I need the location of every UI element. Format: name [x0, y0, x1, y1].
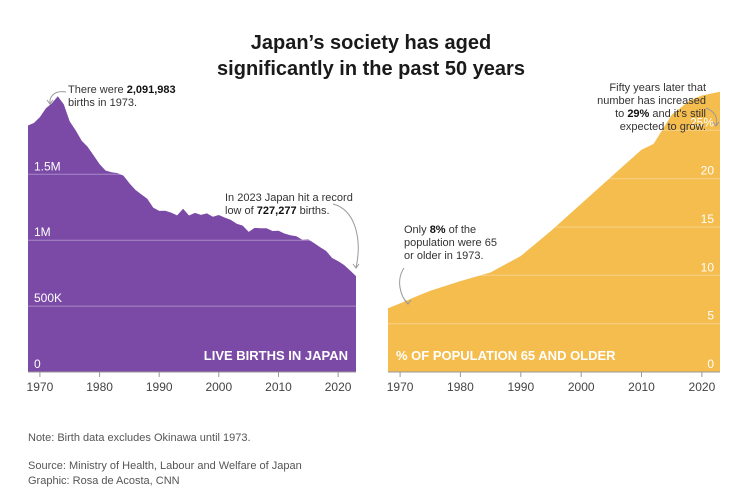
- annotation-elderly-2023: Fifty years later that number has increa…: [597, 82, 706, 134]
- births-ytick-label: 0: [34, 357, 41, 371]
- annotation-peak-text: There were: [68, 84, 127, 96]
- elderly-ytick-label: 5: [707, 309, 714, 323]
- annotation-fifty-text: Fifty years later that: [609, 82, 706, 94]
- elderly-ytick-label: 25%: [690, 115, 714, 129]
- annotation-peak-births: There were 2,091,983 births in 1973.: [68, 84, 176, 110]
- elderly-ytick-label: 10: [701, 260, 715, 274]
- annotation-elderly-2023-pointer: [705, 107, 718, 127]
- annotation-fifty-text-2: number has increased: [597, 95, 706, 107]
- annotation-only-text-2: of the: [445, 224, 477, 236]
- births-ytick-label: 500K: [34, 291, 62, 305]
- births-xtick-label: 2010: [265, 380, 292, 394]
- elderly-ytick-label: 20: [701, 164, 715, 178]
- elderly-xtick-label: 1970: [387, 380, 414, 394]
- elderly-xtick-label: 2000: [568, 380, 595, 394]
- annotation-record-low: In 2023 Japan hit a record low of 727,27…: [225, 192, 353, 218]
- births-xtick-label: 2000: [205, 380, 232, 394]
- annotation-elderly-1973: Only 8% of the population were 65 or old…: [404, 224, 497, 263]
- elderly-ytick-label: 15: [701, 212, 715, 226]
- annotation-arrowhead: [404, 299, 412, 305]
- elderly-xtick-label: 1980: [447, 380, 474, 394]
- annotation-arrowhead: [352, 263, 360, 269]
- annotation-arrowhead: [46, 99, 54, 105]
- annotation-low-text: In 2023 Japan hit a record: [225, 192, 353, 204]
- graphic-credit: Graphic: Rosa de Acosta, CNN: [28, 475, 180, 487]
- footnote: Note: Birth data excludes Okinawa until …: [28, 432, 251, 444]
- annotation-only-text-4: or older in 1973.: [404, 250, 484, 262]
- annotation-peak-pointer: [49, 91, 67, 105]
- chart-title-line-2: significantly in the past 50 years: [217, 58, 525, 80]
- annotation-arrowhead: [712, 121, 720, 127]
- births-xtick-label: 1970: [27, 380, 54, 394]
- births-panel-title: LIVE BIRTHS IN JAPAN: [204, 348, 348, 363]
- annotation-low-pointer: [332, 203, 359, 269]
- annotation-low-value: 727,277: [256, 205, 297, 217]
- annotation-fifty-value: 29%: [627, 108, 650, 120]
- chart-title: Japan’s society has aged significantly i…: [0, 30, 742, 82]
- annotation-low-text-3: births.: [296, 205, 330, 217]
- births-ytick-label: 1M: [34, 225, 51, 239]
- elderly-xtick-label: 2010: [628, 380, 655, 394]
- annotation-elderly-1973-pointer: [399, 267, 409, 305]
- source-credit: Source: Ministry of Health, Labour and W…: [28, 460, 302, 472]
- births-xtick-label: 1990: [146, 380, 173, 394]
- annotation-only-value: 8%: [429, 224, 446, 236]
- annotation-only-text: Only: [404, 224, 430, 236]
- annotation-peak-text-2: births in 1973.: [68, 97, 138, 109]
- elderly-panel-title: % OF POPULATION 65 AND OLDER: [396, 348, 616, 363]
- births-xtick-label: 1980: [86, 380, 113, 394]
- annotation-only-text-3: population were 65: [404, 237, 497, 249]
- annotation-fifty-text-4: and it’s still: [649, 108, 706, 120]
- annotation-fifty-text-5: expected to grow.: [619, 121, 706, 133]
- chart-title-line-1: Japan’s society has aged: [250, 32, 492, 54]
- elderly-xtick-label: 2020: [689, 380, 716, 394]
- births-ytick-label: 1.5M: [34, 159, 61, 173]
- annotation-fifty-text-3: to: [615, 108, 628, 120]
- elderly-ytick-label: 0: [707, 357, 714, 371]
- elderly-xtick-label: 1990: [507, 380, 534, 394]
- births-xtick-label: 2020: [325, 380, 352, 394]
- births-area: [28, 96, 356, 372]
- annotation-low-text-2: low of: [225, 205, 257, 217]
- elderly-area: [388, 91, 720, 372]
- annotation-peak-value: 2,091,983: [126, 84, 176, 96]
